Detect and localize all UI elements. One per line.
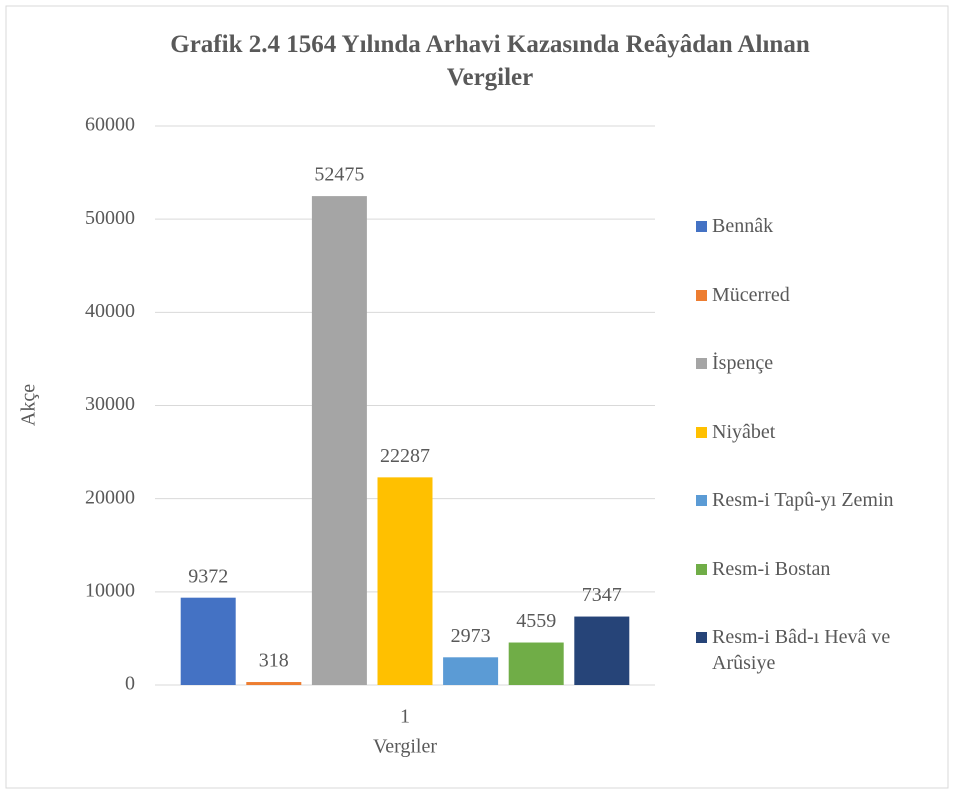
x-axis-label: Vergiler (373, 736, 437, 758)
legend-swatch (696, 632, 707, 643)
legend-swatch (696, 426, 707, 438)
y-tick-label: 20000 (85, 486, 135, 508)
legend-label: İspençe (712, 352, 774, 374)
data-label: 52475 (314, 164, 364, 186)
data-label: 9372 (188, 565, 228, 587)
legend-swatch (696, 495, 707, 506)
legend-item: Mücerred (696, 282, 951, 308)
data-label: 4559 (516, 610, 556, 632)
data-label: 7347 (582, 584, 622, 606)
legend-item: Bennâk (696, 213, 951, 239)
legend-label: Niyâbet (712, 420, 776, 443)
legend-item: Resm-i Tapû-yı Zemin (696, 487, 951, 513)
bar (574, 616, 630, 685)
legend-swatch (696, 358, 707, 369)
legend-swatch (696, 221, 707, 232)
legend-label: Bennâk (712, 215, 774, 237)
legend-label: Mücerred (712, 283, 790, 306)
bar (377, 477, 433, 685)
chart-title: Grafik 2.4 1564 Yılında Arhavi Kazasında… (170, 31, 810, 91)
legend-item: Resm-i Bâd-ı Hevâ ve Arûsiye (696, 624, 951, 676)
y-tick-label: 60000 (85, 114, 135, 136)
data-label: 22287 (380, 445, 430, 467)
y-tick-label: 0 (125, 673, 135, 695)
bar (180, 597, 236, 685)
legend-item: İspençe (696, 350, 951, 376)
y-axis-label: Akçe (18, 384, 40, 426)
legend-item: Resm-i Bostan (696, 556, 951, 582)
legend-item: Niyâbet (696, 419, 951, 445)
data-label: 2973 (451, 625, 491, 647)
legend-swatch (696, 563, 707, 575)
y-tick-label: 40000 (85, 300, 135, 322)
x-tick-label: 1 (400, 706, 410, 728)
legend-label: Resm-i Bostan (712, 557, 831, 580)
y-tick-label: 10000 (85, 579, 135, 601)
bar (508, 642, 564, 685)
y-tick-label: 30000 (85, 393, 135, 415)
bar (443, 657, 499, 685)
legend-swatch (696, 289, 707, 301)
legend-label: Resm-i Tapû-yı Zemin (712, 489, 894, 511)
data-label: 318 (259, 650, 289, 672)
bar (246, 682, 302, 685)
y-tick-label: 50000 (85, 207, 135, 229)
bar (311, 196, 367, 685)
chart-border (5, 5, 949, 789)
legend-label: Resm-i Bâd-ı Hevâ ve Arûsiye (712, 626, 891, 674)
